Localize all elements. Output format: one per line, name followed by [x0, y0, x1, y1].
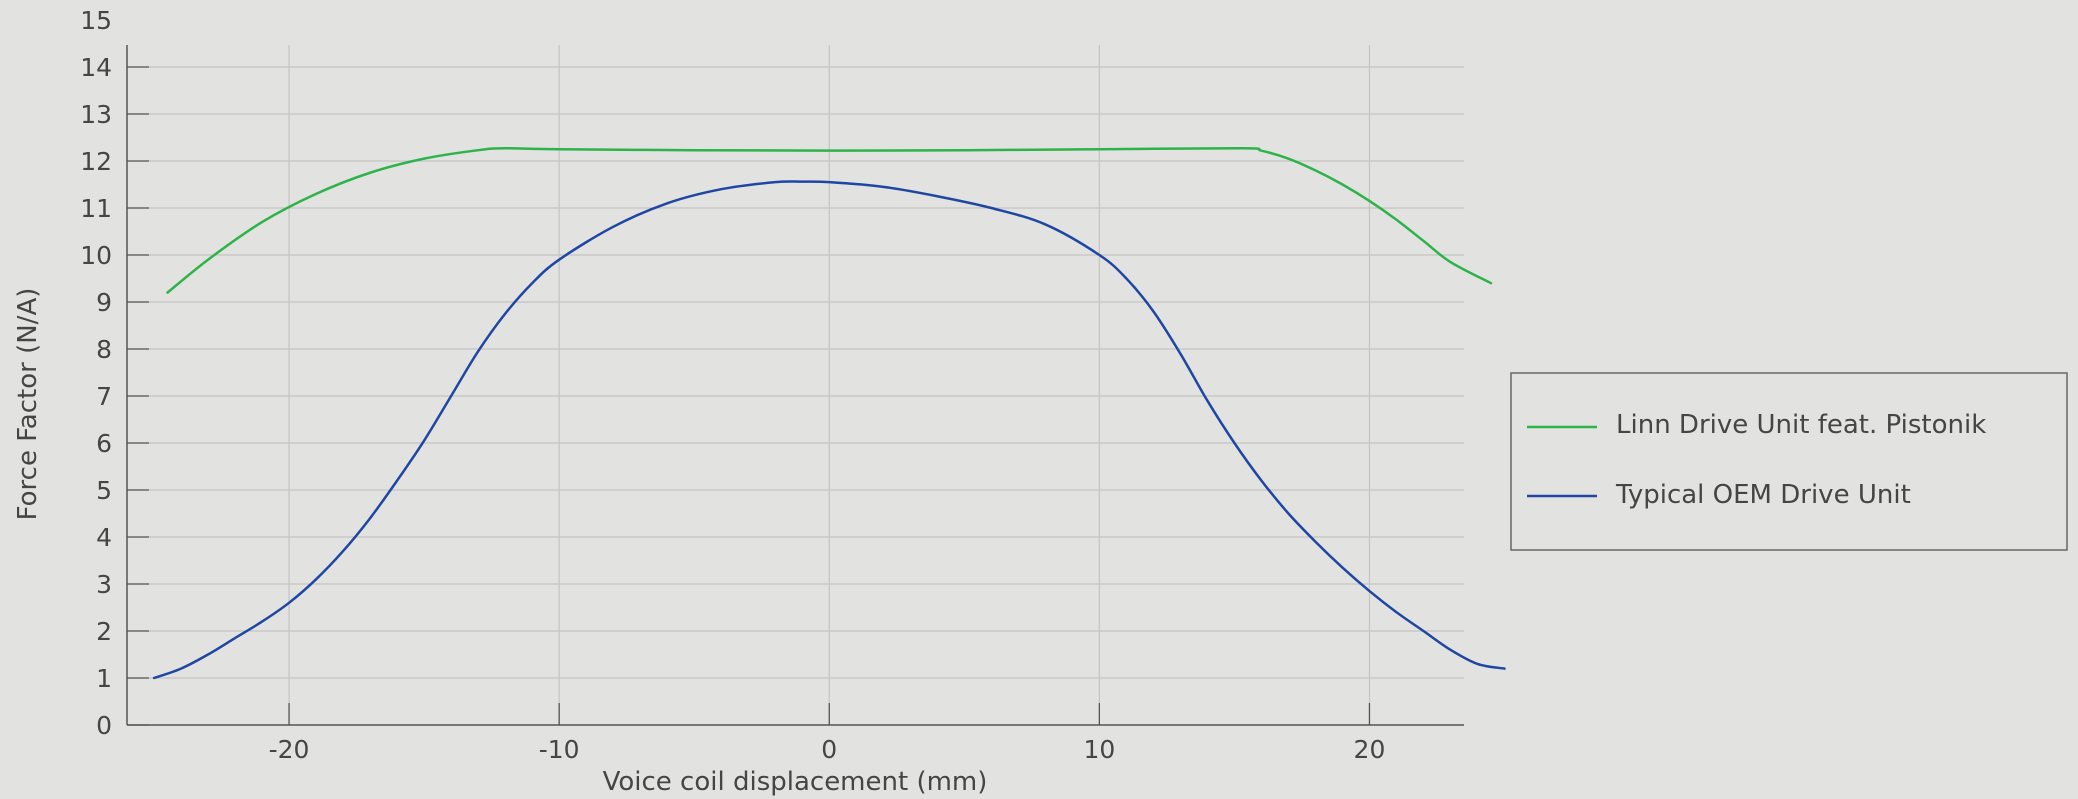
data-series	[152, 147, 1506, 680]
x-tick-label: 20	[1354, 735, 1386, 764]
x-tick-label: -10	[539, 735, 580, 764]
legend-label-oem: Typical OEM Drive Unit	[1615, 480, 1911, 510]
y-tick-label: 2	[96, 617, 112, 646]
y-tick-label: 4	[96, 523, 112, 552]
x-axis-title: Voice coil displacement (mm)	[603, 767, 988, 797]
y-tick-label: 7	[96, 382, 112, 411]
y-tick-label: 0	[96, 711, 112, 740]
grid-lines	[127, 45, 1464, 725]
y-tick-label: 3	[96, 570, 112, 599]
y-tick-label: 9	[96, 288, 112, 317]
y-tick-label: 13	[80, 100, 112, 129]
x-axis-ticks: -20 -10 0 10 20	[269, 703, 1386, 764]
axes	[126, 45, 1464, 726]
y-tick-label: 15	[80, 6, 112, 35]
series-line-oem	[152, 180, 1506, 680]
y-tick-label: 14	[80, 53, 112, 82]
x-tick-label: 0	[821, 735, 837, 764]
x-tick-label: 10	[1083, 735, 1115, 764]
legend: Linn Drive Unit feat. Pistonik Typical O…	[1510, 372, 2068, 551]
legend-box	[1510, 372, 2068, 551]
x-tick-label: -20	[269, 735, 310, 764]
y-tick-label: 6	[96, 429, 112, 458]
legend-label-linn: Linn Drive Unit feat. Pistonik	[1616, 410, 1986, 440]
y-tick-label: 1	[96, 664, 112, 693]
y-tick-label: 5	[96, 476, 112, 505]
y-axis-title: Force Factor (N/A)	[13, 288, 43, 521]
y-tick-label: 10	[80, 241, 112, 270]
series-line-linn	[166, 147, 1493, 294]
y-tick-label: 12	[80, 147, 112, 176]
y-tick-label: 8	[96, 335, 112, 364]
y-tick-label: 11	[80, 194, 112, 223]
